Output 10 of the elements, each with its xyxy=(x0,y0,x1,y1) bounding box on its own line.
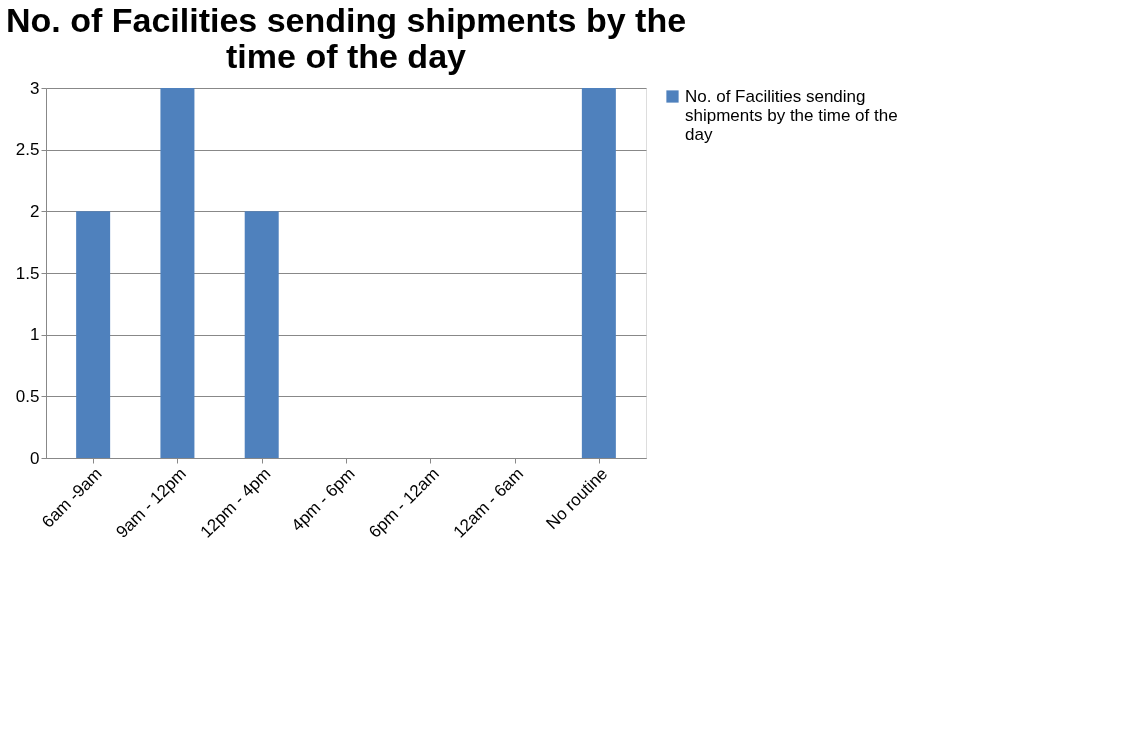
x-tick-label: 4pm - 6pm xyxy=(287,464,359,535)
y-tick-label: 3 xyxy=(30,78,40,98)
y-tick-label: 0 xyxy=(30,448,40,468)
y-tick-label: 0.5 xyxy=(15,386,40,406)
chart-title: No. of Facilities sending shipments by the time of the day xyxy=(5,1,687,75)
legend-label: No. of Facilities sending shipments by the time of the day xyxy=(685,86,898,144)
y-tick-label: 2.5 xyxy=(15,140,40,160)
y-tick-label: 1.5 xyxy=(15,263,40,283)
y-tick-label: 2 xyxy=(30,201,40,221)
y-tick-label: 1 xyxy=(30,325,40,345)
